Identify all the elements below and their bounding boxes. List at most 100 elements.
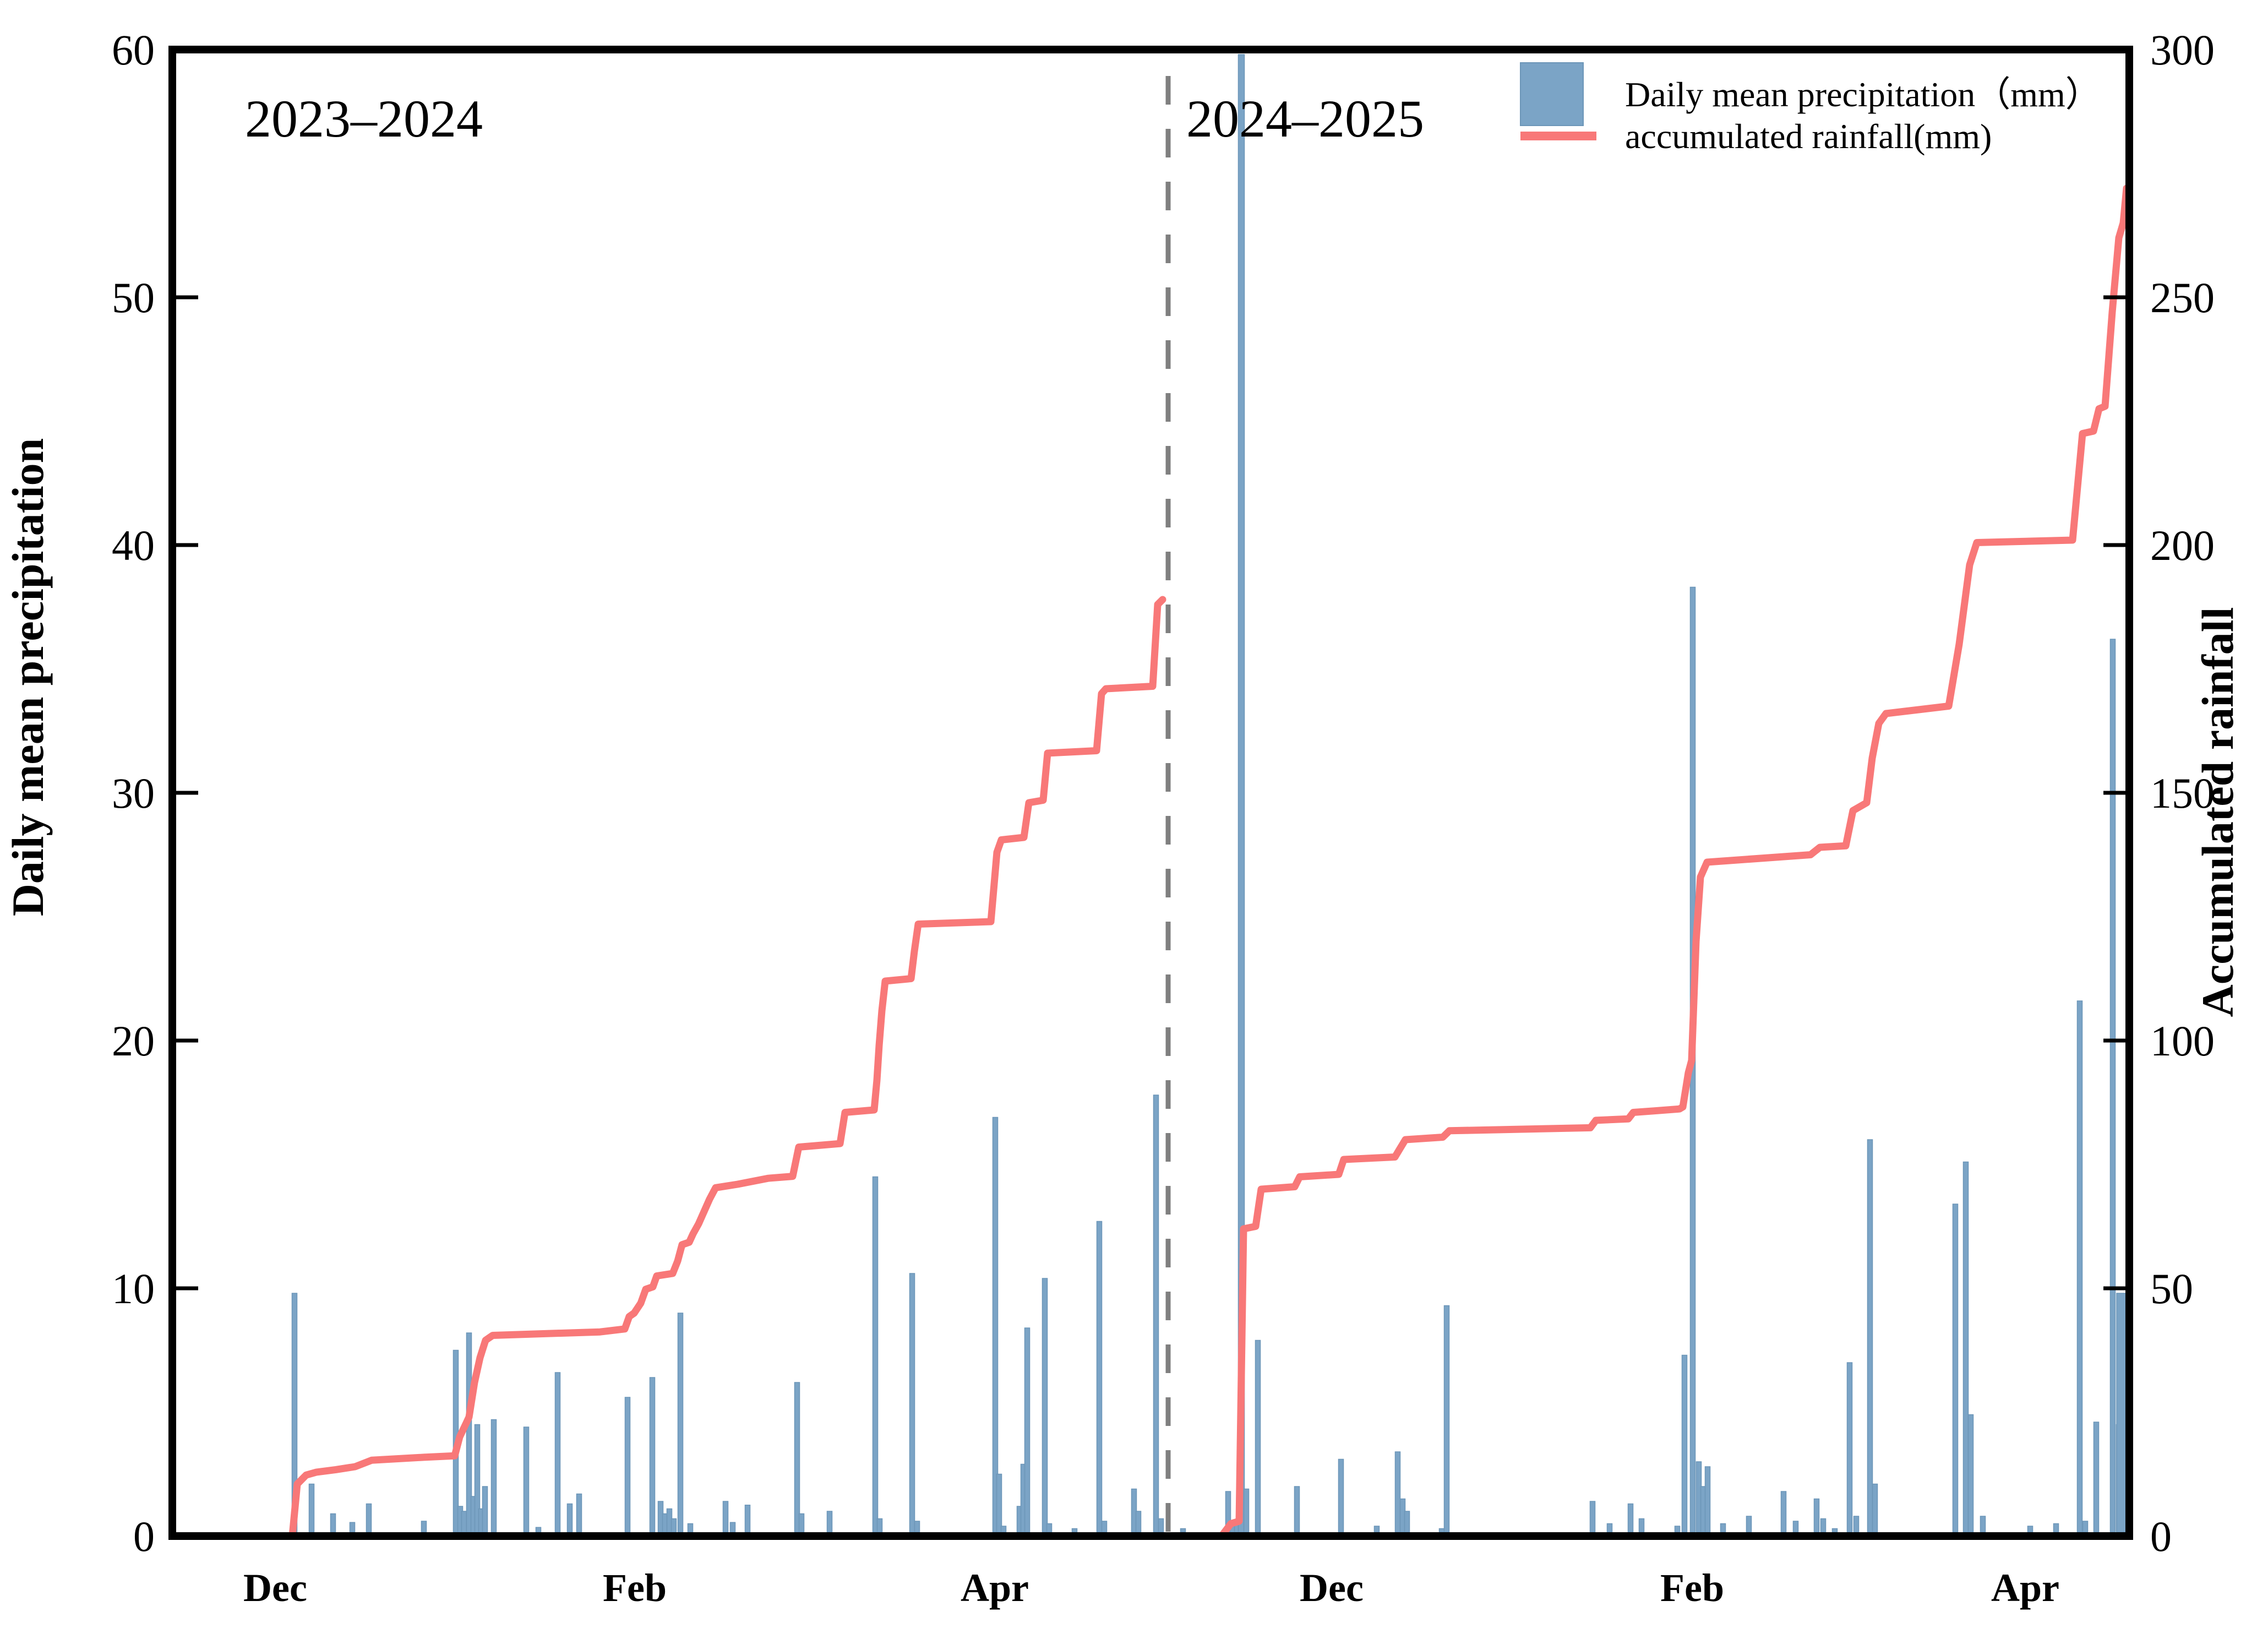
plot-frame-layer [168, 46, 2133, 1540]
x-axis-month-label: Feb [603, 1566, 667, 1610]
right-axis-tick-label: 300 [2150, 26, 2215, 74]
right-axis-tick-label: 200 [2150, 521, 2215, 569]
x-axis-month-label: Dec [1300, 1566, 1364, 1610]
left-axis-tick-label: 40 [112, 521, 155, 569]
precipitation-bar [1338, 1458, 1344, 1533]
precipitation-bar [794, 1382, 800, 1533]
precipitation-bar [1443, 1305, 1450, 1533]
precipitation-bar [2109, 639, 2116, 1533]
x-axis-month-label: Apr [961, 1566, 1029, 1610]
precipitation-bar [1674, 1526, 1681, 1533]
precipitation-bar [649, 1377, 656, 1533]
precipitation-bar [1780, 1491, 1787, 1533]
accumulated-rainfall-polyline [288, 596, 1166, 1540]
precipitation-bar [826, 1511, 833, 1533]
precipitation-bar [1704, 1466, 1711, 1533]
legend: Daily mean precipitation（mm） accumulated… [1520, 62, 2101, 156]
precipitation-bar [1813, 1498, 1820, 1533]
daily-precipitation-bars [291, 54, 2131, 1533]
precipitation-bar [566, 1503, 573, 1533]
precipitation-bar [1867, 1139, 1873, 1533]
axis-tick-labels-layer: 0 10 20 30 40 50 60 0 50 100 150 200 250 300 Dec Feb Apr… [112, 26, 2215, 1610]
left-axis-tick-label: 50 [112, 274, 155, 322]
precipitation-bar [677, 1313, 684, 1533]
precipitation-bar [1373, 1526, 1380, 1533]
precipitation-bar [1404, 1511, 1410, 1533]
precipitation-bar [554, 1372, 561, 1533]
precipitation-bar [914, 1521, 920, 1533]
precipitation-bar [624, 1397, 631, 1533]
precipitation-bar [744, 1505, 751, 1533]
legend-bar-label: Daily mean precipitation（mm） [1625, 75, 2101, 114]
plot-frame [168, 46, 2133, 1540]
precipitation-bar [2053, 1523, 2059, 1533]
precipitation-bar [1153, 1095, 1159, 1533]
precipitation-bar [576, 1493, 582, 1533]
precipitation-bar [1846, 1362, 1853, 1533]
precipitation-bar [1024, 1327, 1031, 1533]
precipitation-bar [1627, 1503, 1634, 1533]
precipitation-bar [992, 1117, 999, 1533]
precipitation-bar [1101, 1521, 1108, 1533]
precipitation-bar [687, 1523, 694, 1533]
right-axis-tick-label: 150 [2150, 769, 2215, 817]
left-axis-title: Daily mean precipitation [3, 438, 53, 917]
precipitation-bar [1294, 1486, 1300, 1533]
precipitation-bar [1135, 1511, 1142, 1533]
precipitation-bar [1606, 1523, 1613, 1533]
precipitation-bar [366, 1503, 372, 1533]
precipitation-bar [798, 1513, 805, 1533]
legend-line-label: accumulated rainfall(mm) [1625, 117, 1992, 156]
precipitation-bar [1872, 1483, 1878, 1533]
precipitation-bar [308, 1483, 315, 1533]
precipitation-bar [535, 1527, 542, 1533]
precipitation-bar [909, 1273, 915, 1533]
left-axis-tick-label: 0 [133, 1512, 155, 1560]
axis-ticks-layer [176, 295, 2125, 1291]
precipitation-bar [1071, 1528, 1078, 1533]
precipitation-bar [461, 1511, 467, 1533]
precipitation-bar [872, 1176, 879, 1533]
precipitation-bar [1394, 1451, 1401, 1533]
precipitation-bar [523, 1426, 530, 1533]
right-axis-tick-label: 50 [2150, 1265, 2193, 1313]
precipitation-bar [421, 1521, 427, 1533]
period-label-2024-2025: 2024–2025 [1186, 89, 1424, 148]
left-axis-tick-label: 60 [112, 26, 155, 74]
precipitation-bar [876, 1518, 883, 1533]
left-axis-tick-label: 30 [112, 769, 155, 817]
precipitation-bar [1831, 1528, 1838, 1533]
precipitation-bar [1096, 1221, 1103, 1533]
precipitation-bar [1638, 1518, 1645, 1533]
precipitation-bar [330, 1513, 336, 1533]
right-axis-tick-label: 100 [2150, 1017, 2215, 1065]
precipitation-bar [2093, 1422, 2100, 1533]
precipitation-bar [1853, 1516, 1860, 1533]
precipitation-bar [1952, 1204, 1959, 1533]
right-axis-tick-label: 0 [2150, 1512, 2172, 1560]
x-axis-month-label: Feb [1660, 1566, 1724, 1610]
precipitation-bar [1681, 1354, 1688, 1533]
right-axis-tick-label: 250 [2150, 274, 2215, 322]
precipitation-bar [349, 1522, 356, 1533]
precipitation-bar [722, 1501, 729, 1533]
precipitation-bar [1792, 1521, 1799, 1533]
precipitation-bar [1158, 1518, 1164, 1533]
precipitation-bar [670, 1518, 677, 1533]
precipitation-bar [1820, 1518, 1827, 1533]
precipitation-bar [1438, 1528, 1445, 1533]
x-axis-month-label: Dec [243, 1566, 307, 1610]
precipitation-bar [1962, 1161, 1969, 1533]
right-axis-title: Accumulated rainfall [2193, 607, 2243, 1017]
precipitation-bar [490, 1419, 497, 1533]
precipitation-bar [729, 1522, 736, 1533]
precipitation-bar [996, 1473, 1002, 1533]
precipitation-bar [482, 1486, 488, 1533]
x-axis-month-label: Apr [1991, 1566, 2059, 1610]
precipitation-bar [1980, 1516, 1986, 1533]
precipitation-bar [1042, 1278, 1048, 1533]
precipitation-bar [2076, 1000, 2083, 1533]
accumulated-rainfall-polyline [1218, 184, 2130, 1540]
